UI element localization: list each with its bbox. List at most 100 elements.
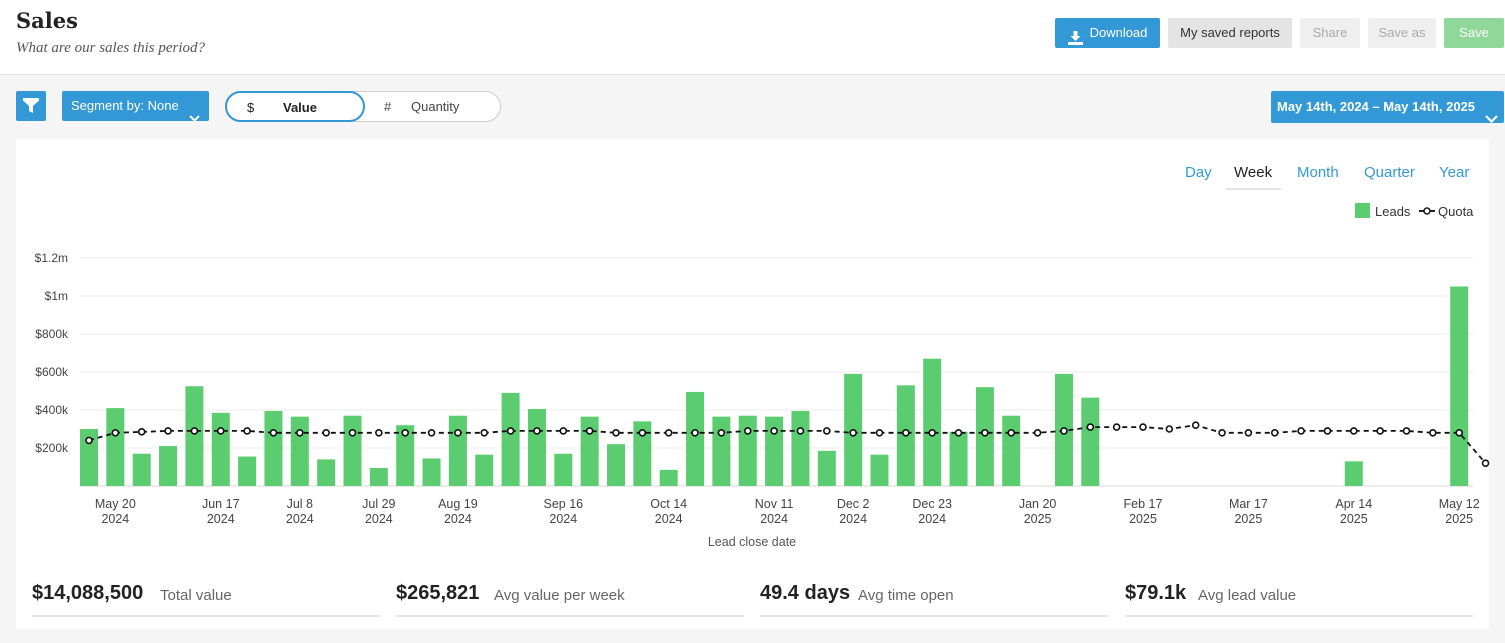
quota-point xyxy=(981,428,989,437)
leads-bar xyxy=(501,392,520,486)
leads-bar xyxy=(659,469,678,486)
download-icon xyxy=(1068,26,1083,56)
x-tick-year: 2024 xyxy=(549,512,577,526)
x-tick-year: 2024 xyxy=(839,512,867,526)
download-button[interactable]: Download xyxy=(1055,18,1160,48)
leads-bar xyxy=(923,358,942,486)
quota-point xyxy=(875,428,884,437)
leads-bar xyxy=(475,454,494,486)
stat-label: Total value xyxy=(160,587,232,604)
x-tick-year: 2024 xyxy=(918,512,946,526)
saved-reports-button[interactable]: My saved reports xyxy=(1168,18,1292,48)
x-tick-label: Apr 14 xyxy=(1335,497,1372,511)
quota-point xyxy=(1165,425,1174,433)
quota-point xyxy=(664,428,673,437)
tab-month[interactable]: Month xyxy=(1297,164,1339,181)
quota-point xyxy=(1429,428,1437,437)
quota-point xyxy=(243,427,251,435)
stat-value: 49.4 days xyxy=(760,582,851,604)
quota-point xyxy=(902,428,910,437)
leads-bar xyxy=(712,416,731,486)
x-tick-label: Jul 29 xyxy=(362,497,395,511)
quota-point xyxy=(1402,427,1411,435)
quota-point xyxy=(111,428,120,437)
quota-point xyxy=(585,427,594,435)
quota-point xyxy=(375,428,383,437)
stat-label: Avg time open xyxy=(858,587,954,604)
x-tick-label: Aug 19 xyxy=(438,497,478,511)
x-tick-year: 2024 xyxy=(101,512,129,526)
legend-leads-swatch xyxy=(1355,203,1370,218)
quota-point xyxy=(1455,428,1463,437)
leads-bar xyxy=(1081,397,1100,486)
quota-point xyxy=(295,428,304,437)
quota-point xyxy=(506,427,515,435)
value-quantity-toggle: $ Value # Quantity xyxy=(225,91,501,122)
share-button[interactable]: Share xyxy=(1300,18,1360,48)
leads-bar xyxy=(343,415,362,486)
tab-quarter[interactable]: Quarter xyxy=(1364,164,1415,181)
save-button[interactable]: Save xyxy=(1444,18,1504,48)
leads-bar xyxy=(80,429,98,486)
leads-bar xyxy=(185,386,204,486)
page-title: Sales xyxy=(16,8,78,33)
filter-button[interactable] xyxy=(16,91,46,121)
x-tick-label: Jul 8 xyxy=(287,497,313,511)
leads-bar xyxy=(159,446,178,486)
x-tick-year: 2024 xyxy=(365,512,393,526)
tab-week[interactable]: Week xyxy=(1234,164,1273,181)
quota-point xyxy=(822,427,831,435)
tab-day[interactable]: Day xyxy=(1185,164,1212,181)
stat-value: $14,088,500 xyxy=(32,582,144,604)
quota-point xyxy=(743,427,752,435)
leads-bar xyxy=(317,459,336,486)
quota-point xyxy=(717,428,726,437)
y-tick-label: $1.2m xyxy=(35,251,68,265)
x-tick-label: Mar 17 xyxy=(1229,497,1268,511)
x-tick-year: 2025 xyxy=(1340,512,1368,526)
toggle-option-quantity[interactable]: Quantity xyxy=(411,99,460,114)
leads-bar xyxy=(369,467,388,486)
quota-point xyxy=(559,427,568,435)
leads-bar xyxy=(633,421,652,486)
stat-avg-time-open: 49.4 days Avg time open xyxy=(760,580,1108,617)
leads-bar xyxy=(738,415,757,486)
page-header: Sales What are our sales this period? Do… xyxy=(0,0,1505,75)
leads-bar xyxy=(791,410,810,486)
hash-symbol[interactable]: # xyxy=(384,99,392,114)
quota-point xyxy=(1033,428,1042,437)
y-tick-label: $200k xyxy=(35,441,69,455)
toggle-option-value[interactable]: $ Value xyxy=(225,91,365,122)
leads-bar xyxy=(975,387,994,486)
chevron-down-icon xyxy=(1485,103,1498,135)
quota-point xyxy=(322,428,330,437)
quota-point xyxy=(348,428,357,437)
x-axis-title: Lead close date xyxy=(708,535,796,549)
quota-point xyxy=(1297,427,1305,435)
save-as-button[interactable]: Save as xyxy=(1368,18,1436,48)
quota-point xyxy=(954,428,963,437)
leads-bar xyxy=(554,453,573,486)
leads-bar xyxy=(686,391,705,486)
leads-bar xyxy=(238,456,257,486)
quota-point xyxy=(1139,423,1147,431)
quota-point xyxy=(85,436,93,445)
x-tick-year: 2025 xyxy=(1445,512,1473,526)
quota-point xyxy=(1323,427,1332,435)
quota-point xyxy=(1270,428,1279,437)
quota-point xyxy=(1376,427,1384,435)
x-tick-label: Jun 17 xyxy=(202,497,240,511)
stat-avg-lead-value: $79.1k Avg lead value xyxy=(1125,580,1473,617)
leads-bar xyxy=(607,444,625,486)
x-tick-label: May 20 xyxy=(95,497,136,511)
leads-bar xyxy=(1344,461,1363,486)
date-range-picker[interactable]: May 14th, 2024 – May 14th, 2025 xyxy=(1271,91,1504,124)
x-tick-year: 2025 xyxy=(1129,512,1157,526)
quota-point xyxy=(164,427,172,435)
segment-by-dropdown[interactable]: Segment by: None xyxy=(62,91,209,122)
leads-bar xyxy=(1002,415,1021,486)
legend-quota-swatch xyxy=(1419,207,1435,215)
leads-bar xyxy=(527,409,546,486)
tab-year[interactable]: Year xyxy=(1439,164,1470,181)
